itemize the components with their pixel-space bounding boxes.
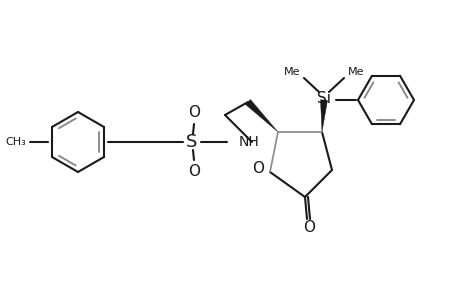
Text: O: O — [188, 164, 200, 179]
Text: O: O — [302, 220, 314, 236]
Text: O: O — [252, 160, 263, 175]
Text: Si: Si — [316, 91, 330, 106]
Polygon shape — [320, 100, 327, 132]
Text: S: S — [186, 133, 197, 151]
Text: Me: Me — [283, 67, 299, 77]
Text: O: O — [188, 104, 200, 119]
Text: CH₃: CH₃ — [5, 137, 26, 147]
Text: Me: Me — [347, 67, 364, 77]
Text: NH: NH — [239, 135, 259, 149]
Polygon shape — [245, 100, 277, 132]
